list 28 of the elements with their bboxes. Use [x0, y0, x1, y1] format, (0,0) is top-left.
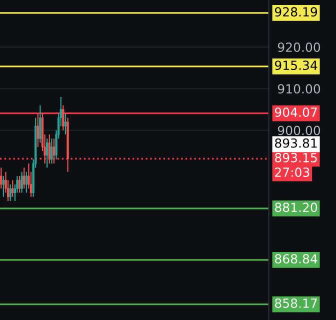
candlestick — [36, 113, 39, 148]
candlestick — [48, 134, 50, 164]
ref-line-label: 928.19 — [274, 7, 318, 17]
text: 893.81 — [275, 138, 317, 148]
ref-line-label: 881.20 — [275, 202, 318, 212]
ref-line-label: 858.17 — [275, 298, 317, 308]
candlestick — [50, 138, 53, 164]
ref-line-label: 915.34 — [274, 60, 318, 70]
y-tick-label: 900.00 — [278, 126, 320, 136]
ref-line-label: 893.15 — [275, 152, 317, 162]
y-tick-label: 920.00 — [278, 42, 320, 52]
candlestick — [0, 167, 2, 190]
candlestick — [62, 104, 64, 131]
ref-line-label: 904.07 — [274, 107, 317, 117]
candlestick — [23, 167, 26, 190]
candlestick — [25, 171, 28, 194]
candlestick — [2, 175, 5, 198]
candlestick — [9, 184, 12, 202]
candlestick — [64, 113, 67, 135]
candlestick — [20, 171, 23, 194]
candlestick — [12, 180, 14, 198]
candlestick — [52, 138, 56, 164]
ref-line-label: 868.84 — [275, 254, 318, 264]
candlestick — [39, 104, 42, 144]
y-tick-label: 910.00 — [278, 84, 320, 94]
candlestick — [18, 175, 21, 194]
candlestick — [46, 138, 48, 168]
text: 27:03 — [275, 168, 310, 177]
